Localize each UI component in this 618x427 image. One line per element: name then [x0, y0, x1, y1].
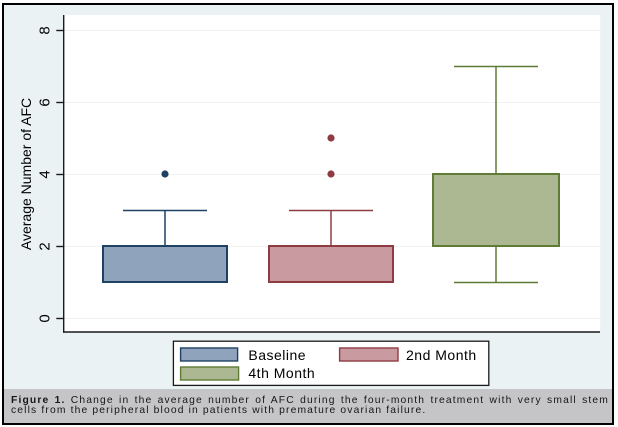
svg-text:Baseline: Baseline [248, 347, 306, 363]
svg-text:0: 0 [37, 314, 54, 322]
svg-text:Average Number of AFC: Average Number of AFC [18, 98, 34, 250]
svg-text:2nd Month: 2nd Month [406, 347, 477, 363]
svg-text:4th Month: 4th Month [248, 365, 315, 381]
svg-text:8: 8 [37, 26, 54, 34]
svg-text:6: 6 [37, 98, 54, 106]
svg-text:4: 4 [37, 170, 54, 178]
svg-text:2: 2 [37, 242, 54, 250]
